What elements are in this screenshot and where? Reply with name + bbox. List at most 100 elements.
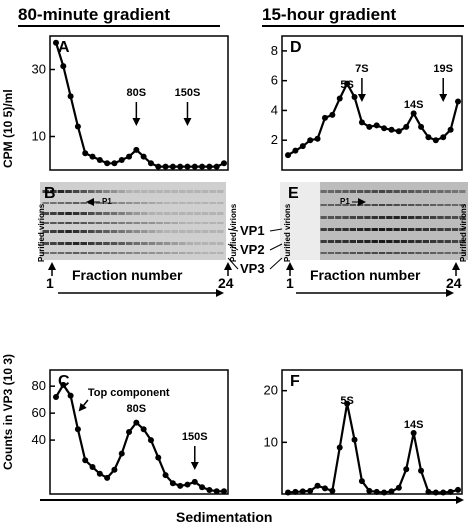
gel-band xyxy=(444,240,451,243)
gel-band xyxy=(80,252,87,254)
gel-e-label: E xyxy=(288,185,299,202)
gel-band xyxy=(393,190,400,193)
gel-band xyxy=(408,228,415,231)
gel-band xyxy=(320,190,327,193)
gel-band xyxy=(216,242,224,245)
data-point xyxy=(126,153,133,160)
sedimentation-label: Sedimentation xyxy=(176,509,272,525)
gel-band xyxy=(42,202,50,204)
data-point xyxy=(74,123,81,130)
gel-band xyxy=(156,230,163,233)
gel-band xyxy=(444,228,451,231)
gel-band xyxy=(209,242,216,245)
panel-f-frame xyxy=(281,369,463,495)
gel-band xyxy=(88,222,95,224)
gel-band xyxy=(118,190,125,193)
gel-band xyxy=(422,252,429,254)
data-point xyxy=(169,163,176,170)
vp1-label: VP1 xyxy=(240,223,265,238)
gel-band xyxy=(327,252,335,254)
gel-band xyxy=(186,230,194,233)
gel-band xyxy=(378,216,386,219)
gel-b-end: 24 xyxy=(218,275,234,291)
data-point xyxy=(147,437,154,444)
data-point xyxy=(155,163,162,170)
gel-band xyxy=(179,222,186,224)
y-tick-label: 6 xyxy=(271,73,278,88)
gel-band xyxy=(57,252,65,254)
gel-band xyxy=(430,228,437,231)
gel-band xyxy=(50,190,57,193)
gel-band xyxy=(110,242,118,245)
gel-band xyxy=(378,204,386,206)
data-point xyxy=(221,160,227,167)
gel-band xyxy=(327,190,335,193)
data-point xyxy=(381,489,388,496)
gel-band xyxy=(459,228,466,231)
gel-band xyxy=(408,190,415,193)
gel-band xyxy=(50,252,57,254)
gel-band xyxy=(141,252,148,254)
gel-band xyxy=(179,212,186,215)
gel-band xyxy=(393,240,400,243)
gel-band xyxy=(141,242,148,245)
gel-band xyxy=(216,230,224,233)
gel-band xyxy=(400,190,408,193)
gel-band xyxy=(342,216,349,219)
gel-band xyxy=(80,212,87,215)
gel-band xyxy=(371,204,378,206)
gel-band xyxy=(179,252,186,254)
data-point xyxy=(67,392,74,399)
gel-band xyxy=(400,252,408,254)
gel-band xyxy=(57,190,65,193)
gel-band xyxy=(88,242,95,245)
gel-band xyxy=(201,242,209,245)
gel-band xyxy=(95,222,103,224)
data-point xyxy=(133,146,140,153)
gel-band xyxy=(80,190,87,193)
gel-band xyxy=(148,242,156,245)
gel-band xyxy=(171,252,178,254)
data-point xyxy=(366,123,373,130)
data-point xyxy=(299,143,306,150)
data-point xyxy=(147,160,154,167)
gel-band xyxy=(148,252,156,254)
annotation-top-component: Top component xyxy=(88,387,170,399)
gel-band xyxy=(125,202,133,204)
gel-band xyxy=(110,190,118,193)
panel-d-frame xyxy=(281,35,463,171)
data-point xyxy=(351,94,358,101)
gel-band xyxy=(65,212,72,215)
gel-band xyxy=(422,216,429,219)
gel-band xyxy=(194,252,201,254)
gel-band xyxy=(194,190,201,193)
gel-e-start: 1 xyxy=(286,275,294,291)
gel-band xyxy=(444,204,451,206)
gel-band xyxy=(430,190,437,193)
gel-band xyxy=(103,242,110,245)
data-point xyxy=(358,119,365,126)
gel-b-bands xyxy=(42,190,224,254)
gel-band xyxy=(349,190,356,193)
ylabel-top: CPM (10 5)/ml xyxy=(1,89,15,168)
y-tick-label: 20 xyxy=(264,383,278,398)
data-point xyxy=(307,487,314,494)
gel-band xyxy=(110,222,118,224)
data-point xyxy=(373,488,380,495)
data-point xyxy=(60,381,67,388)
gel-band xyxy=(95,212,103,215)
data-point xyxy=(96,470,103,477)
gel-band xyxy=(141,222,148,224)
gel-band xyxy=(110,202,118,204)
gel-band xyxy=(125,242,133,245)
gel-band xyxy=(459,216,466,219)
data-point xyxy=(191,478,198,485)
gel-band xyxy=(118,222,125,224)
gel-band xyxy=(156,252,163,254)
gel-band xyxy=(118,230,125,233)
panel-f-letter: F xyxy=(290,373,300,390)
data-point xyxy=(440,134,447,141)
data-point xyxy=(425,134,432,141)
gel-band xyxy=(148,202,156,204)
